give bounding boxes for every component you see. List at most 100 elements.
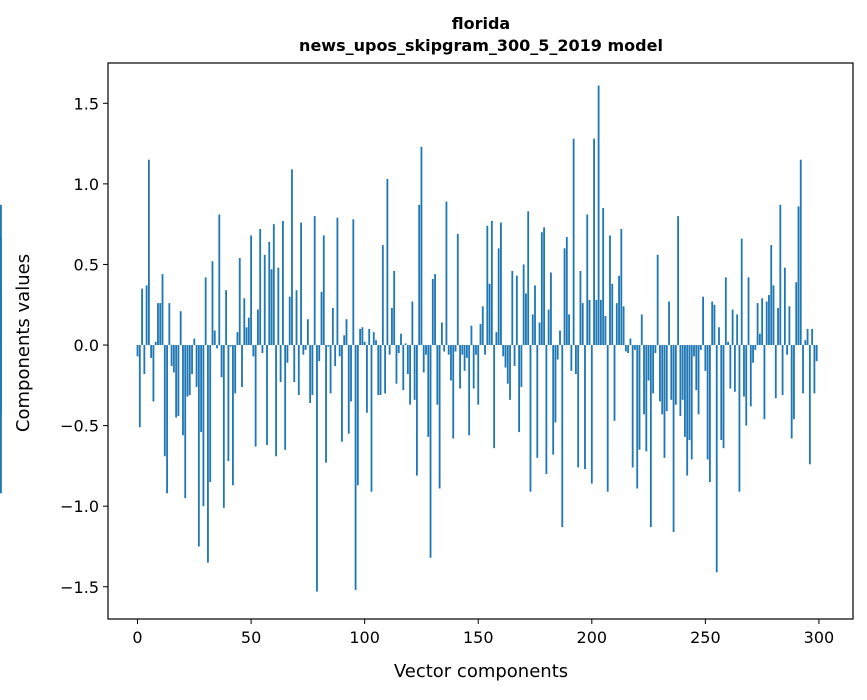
bar: [783, 267, 786, 346]
bar: [484, 345, 486, 355]
bar: [527, 211, 530, 346]
bar: [252, 345, 255, 357]
bar: [406, 345, 409, 375]
bar: [470, 325, 473, 346]
bar: [247, 317, 250, 346]
bar: [808, 345, 811, 465]
bar: [615, 303, 618, 346]
bar: [375, 340, 377, 346]
bar: [733, 345, 736, 392]
bar: [704, 345, 707, 371]
bar: [350, 345, 352, 402]
bar: [668, 301, 670, 346]
bar: [172, 345, 175, 373]
bar: [604, 316, 607, 346]
bar: [191, 345, 193, 375]
bar: [538, 322, 541, 346]
bar: [513, 345, 516, 366]
bar: [579, 270, 582, 346]
bar: [795, 282, 798, 346]
bar: [690, 345, 693, 460]
bar: [220, 345, 223, 378]
bar: [454, 345, 457, 352]
bar: [363, 341, 366, 346]
bar: [263, 254, 266, 346]
bar: [652, 345, 655, 394]
bar: [761, 298, 764, 346]
bar: [477, 345, 480, 405]
y-axis: −1.5 −1.0 −0.5 0.0 0.5 1.0 1.5: [60, 94, 108, 597]
bar: [238, 258, 241, 346]
bar: [136, 345, 139, 357]
bar: [184, 345, 187, 499]
bar: [599, 299, 602, 346]
bar: [268, 241, 271, 346]
plot-frame: [107, 62, 854, 620]
bar: [568, 314, 570, 346]
bar: [259, 228, 262, 346]
bar: [490, 220, 493, 346]
bar: [545, 345, 548, 474]
bar: [738, 345, 741, 492]
bar: [232, 345, 234, 486]
bar: [588, 299, 591, 346]
bar: [574, 345, 577, 375]
bar: [152, 345, 155, 402]
bar: [602, 208, 605, 346]
bar: [186, 345, 189, 397]
bar: [138, 345, 141, 428]
bar: [786, 345, 789, 355]
bar: [550, 272, 552, 346]
x-tick-label: 200: [577, 628, 608, 647]
bar: [590, 345, 593, 484]
bar: [334, 345, 337, 366]
bar: [277, 267, 280, 346]
bar: [711, 301, 714, 346]
bar: [500, 222, 502, 346]
bar: [329, 345, 332, 394]
bar: [393, 270, 396, 346]
bar: [531, 314, 534, 346]
bar: [195, 345, 198, 387]
bar: [768, 295, 770, 346]
bar: [811, 328, 814, 346]
bar: [336, 217, 339, 346]
bar: [654, 345, 657, 354]
bar: [511, 270, 514, 346]
bar: [636, 345, 639, 489]
bar: [709, 345, 711, 483]
bar: [456, 233, 459, 346]
bar: [327, 345, 330, 347]
bar: [388, 345, 391, 355]
bar: [799, 159, 802, 346]
bar: [145, 285, 148, 346]
bar: [370, 345, 373, 492]
bar: [161, 274, 164, 346]
bar: [804, 340, 807, 346]
bar: [366, 345, 368, 413]
bar: [293, 345, 296, 383]
bar: [295, 290, 298, 346]
bar: [209, 345, 212, 483]
bar: [150, 345, 153, 358]
bar: [163, 345, 166, 457]
bar: [620, 228, 623, 346]
bar: [170, 345, 173, 366]
bar: [502, 345, 505, 357]
bar: [166, 345, 168, 494]
bar: [0, 345, 2, 412]
bar: [338, 345, 341, 357]
bar: [643, 345, 645, 415]
bar: [306, 319, 309, 346]
bar: [779, 204, 782, 346]
bar: [586, 214, 589, 346]
bar-series: [0, 85, 818, 592]
bar: [565, 237, 568, 346]
bar: [270, 269, 273, 346]
bar: [227, 345, 230, 462]
bar: [731, 309, 734, 346]
bar: [213, 330, 216, 346]
bar: [391, 307, 393, 346]
